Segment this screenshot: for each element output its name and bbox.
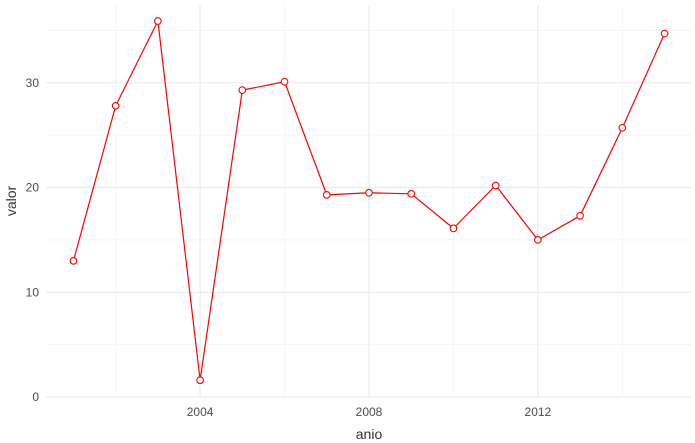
grid (46, 5, 692, 398)
data-point (660, 29, 669, 38)
y-tick-label: 0 (32, 390, 39, 404)
x-axis-title: anio (356, 426, 383, 442)
data-point (618, 123, 627, 132)
x-tick-label: 2012 (525, 405, 552, 419)
x-tick-label: 2008 (356, 405, 383, 419)
data-point (449, 224, 458, 233)
data-point (407, 189, 416, 198)
y-tick-label: 30 (26, 76, 40, 90)
y-tick-label: 20 (26, 181, 40, 195)
data-point (69, 256, 78, 265)
data-points (69, 17, 669, 385)
data-point (365, 188, 373, 197)
data-point (491, 181, 500, 190)
x-tick-label: 2004 (187, 405, 214, 419)
y-axis-title: valor (3, 185, 19, 216)
data-point (111, 101, 120, 110)
data-point (576, 211, 584, 220)
tick-labels: 0 10 20 30 2004 2008 2012 (26, 76, 552, 419)
data-point (534, 236, 542, 244)
y-tick-label: 10 (26, 285, 40, 299)
data-point (238, 86, 247, 94)
data-point (154, 17, 162, 25)
data-point (322, 191, 331, 199)
data-point (196, 376, 204, 385)
data-point (280, 77, 289, 86)
